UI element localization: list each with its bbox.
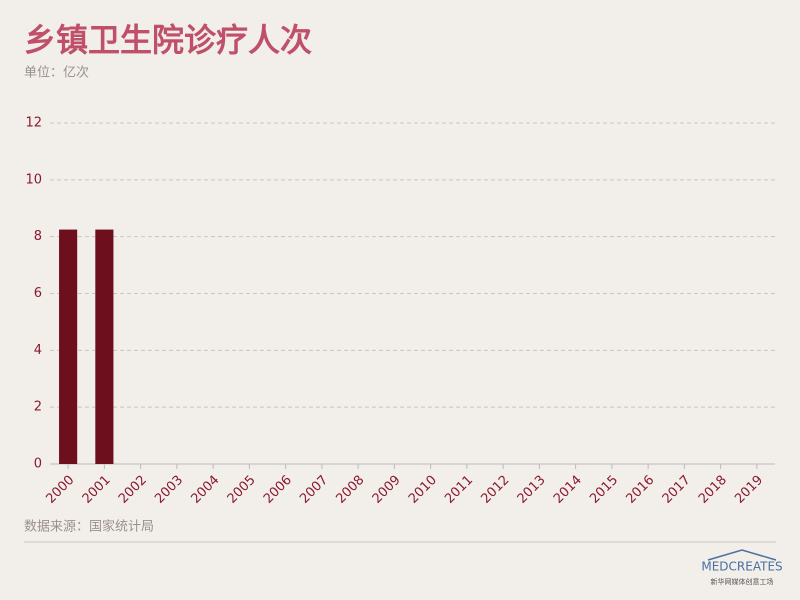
logo-caption: 新华网媒体创意工场: [711, 577, 774, 586]
y-tick-label: 10: [25, 172, 42, 187]
chart-subtitle: 单位：亿次: [24, 65, 89, 81]
y-tick-label: 2: [34, 400, 42, 415]
y-tick-label: 4: [34, 343, 42, 358]
logo-roof: [707, 549, 777, 561]
y-tick-label: 0: [34, 457, 42, 472]
y-tick-label: 8: [34, 229, 42, 244]
y-tick-label: 12: [25, 116, 42, 131]
chart-title: 乡镇卫生院诊疗人次: [24, 21, 312, 59]
source: 数据来源：国家统计局: [24, 519, 154, 535]
bar: [59, 229, 78, 464]
bar: [95, 229, 114, 464]
y-tick-label: 6: [34, 286, 42, 301]
logo-text: MEDCREATES: [701, 560, 782, 574]
